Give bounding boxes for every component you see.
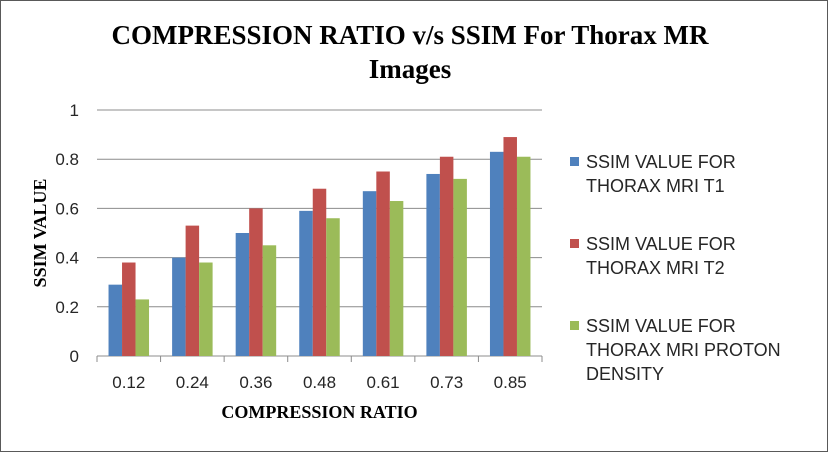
y-tick-label: 0.8 xyxy=(55,150,79,169)
x-tick-label: 0.85 xyxy=(494,373,527,392)
legend-label-t2: SSIM VALUE FOR THORAX MRI T2 xyxy=(586,232,821,280)
bar-t2 xyxy=(439,156,454,356)
bar-proton-density xyxy=(199,262,213,356)
bar-proton-density xyxy=(262,245,277,356)
legend-swatch-t1 xyxy=(570,157,579,166)
legend-swatch-proton-density xyxy=(570,321,579,330)
bar-t1 xyxy=(426,173,440,356)
bar-t2 xyxy=(312,188,327,356)
bar-t2 xyxy=(249,208,263,356)
legend-label-line: DENSITY xyxy=(586,364,665,384)
bar-t1 xyxy=(489,151,504,356)
bar-t2 xyxy=(122,262,136,356)
legend-item-t1: SSIM VALUE FOR THORAX MRI T1 xyxy=(570,150,820,232)
x-tick-label: 0.12 xyxy=(112,373,145,392)
bar-proton-density xyxy=(135,299,150,356)
bar-t2 xyxy=(185,225,200,356)
legend-label-line: THORAX MRI T2 xyxy=(586,258,725,278)
bar-t1 xyxy=(362,191,377,356)
legend-label-t1: SSIM VALUE FOR THORAX MRI T1 xyxy=(586,150,821,198)
chart-legend: SSIM VALUE FOR THORAX MRI T1 SSIM VALUE … xyxy=(570,150,820,396)
x-axis-title: COMPRESSION RATIO xyxy=(221,402,417,422)
x-tick-label: 0.24 xyxy=(176,373,209,392)
chart-title-line-2: Images xyxy=(368,54,452,84)
legend-label-line: SSIM VALUE FOR xyxy=(586,234,736,254)
chart-title: COMPRESSION RATIO v/s SSIM For Thorax MR… xyxy=(60,18,760,86)
x-tick-label: 0.36 xyxy=(239,373,272,392)
x-tick-label: 0.73 xyxy=(430,373,463,392)
legend-item-proton-density: SSIM VALUE FOR THORAX MRI PROTON DENSITY xyxy=(570,314,820,396)
y-tick-label: 0.2 xyxy=(55,298,79,317)
legend-label-line: SSIM VALUE FOR xyxy=(586,152,736,172)
bar-t1 xyxy=(235,233,250,356)
bar-t2 xyxy=(503,137,517,356)
x-tick-label: 0.48 xyxy=(303,373,336,392)
y-tick-label: 0.4 xyxy=(55,249,79,268)
bar-t1 xyxy=(299,210,313,356)
y-tick-label: 0.6 xyxy=(55,199,79,218)
y-axis-title: SSIM VALUE xyxy=(30,179,50,288)
legend-label-line: SSIM VALUE FOR xyxy=(586,316,736,336)
chart-title-line-1: COMPRESSION RATIO v/s SSIM For Thorax MR xyxy=(111,20,709,50)
bar-t1 xyxy=(108,284,123,356)
legend-label-proton-density: SSIM VALUE FOR THORAX MRI PROTON DENSITY xyxy=(586,314,821,386)
legend-swatch-t2 xyxy=(570,239,579,248)
bar-t2 xyxy=(376,171,390,356)
legend-label-line: THORAX MRI PROTON xyxy=(586,340,781,360)
bar-proton-density xyxy=(326,218,340,356)
legend-item-t2: SSIM VALUE FOR THORAX MRI T2 xyxy=(570,232,820,314)
bar-proton-density xyxy=(453,178,467,356)
bar-proton-density xyxy=(389,201,404,356)
x-tick-label: 0.61 xyxy=(367,373,400,392)
y-tick-label: 0 xyxy=(70,347,79,366)
legend-label-line: THORAX MRI T1 xyxy=(586,176,725,196)
bar-proton-density xyxy=(516,156,531,356)
y-tick-label: 1 xyxy=(70,101,79,120)
bar-t1 xyxy=(172,257,186,356)
